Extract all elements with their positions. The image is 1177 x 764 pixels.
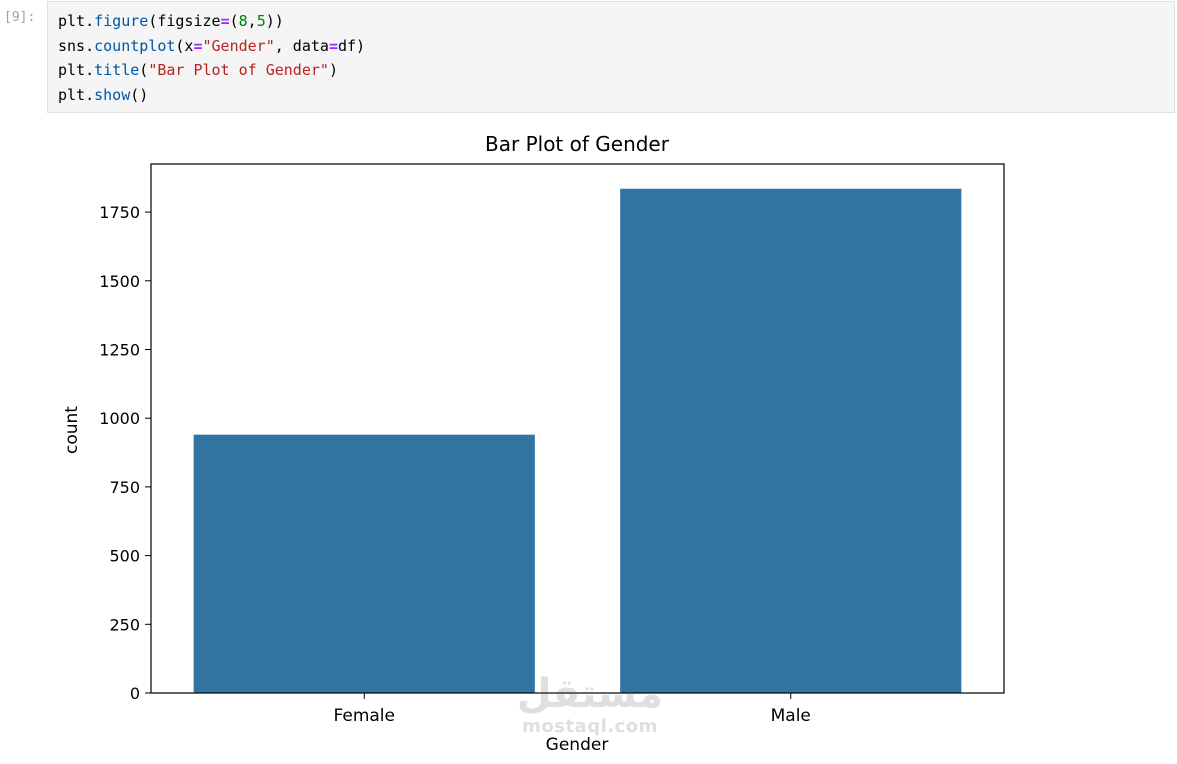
y-tick-label: 1500 — [99, 272, 140, 291]
bar-chart: Bar Plot of Gender 0 250 500 750 1000 1250 150… — [62, 132, 1005, 755]
code-cell[interactable]: plt.figure(figsize=(8,5)) sns.countplot(… — [47, 1, 1175, 113]
y-tick-label: 500 — [109, 547, 140, 566]
cell-prompt: [9]: — [4, 10, 36, 25]
code-token: = — [328, 36, 338, 55]
code-token: countplot — [94, 36, 176, 55]
code-token: plt. — [58, 61, 95, 79]
code-token: 5 — [256, 12, 266, 30]
y-tick-label: 1750 — [99, 203, 140, 222]
code-token: ) — [328, 61, 338, 79]
code-token: (figsize — [148, 12, 221, 30]
x-tick-label: Female — [334, 706, 395, 726]
x-axis-label: Gender — [546, 735, 609, 755]
code-line: sns.countplot(x="Gender", data=df) — [58, 37, 365, 55]
code-line: plt.title("Bar Plot of Gender") — [58, 61, 338, 79]
code-token: )) — [265, 12, 284, 30]
y-tick-label: 250 — [109, 615, 140, 634]
chart-title: Bar Plot of Gender — [485, 132, 670, 156]
code-line: plt.figure(figsize=(8,5)) — [58, 12, 284, 30]
code-editor[interactable]: plt.figure(figsize=(8,5)) sns.countplot(… — [58, 9, 365, 107]
code-token: = — [220, 12, 230, 30]
code-token: sns. — [58, 36, 95, 55]
code-token: plt. — [58, 85, 95, 104]
bar-male — [620, 188, 962, 693]
y-tick-label: 0 — [130, 684, 140, 703]
code-token: plt. — [58, 12, 95, 30]
y-axis-label: count — [62, 406, 82, 454]
plot-area: 0 250 500 750 1000 1250 1500 1750 Female Male — [99, 163, 1005, 726]
y-tick-label: 750 — [109, 478, 140, 497]
y-tick-label: 1250 — [99, 340, 140, 359]
code-token: (x — [175, 36, 194, 55]
code-token: figure — [94, 12, 149, 30]
code-token: df) — [337, 36, 366, 55]
cell-output: Bar Plot of Gender 0 250 500 750 1000 1250 150… — [47, 114, 1177, 760]
bar-female — [193, 434, 535, 693]
code-token: "Gender" — [202, 36, 275, 55]
plot-frame — [150, 163, 1005, 694]
code-line: plt.show() — [58, 86, 148, 104]
code-token: ( — [139, 61, 149, 79]
y-tick-label: 1000 — [99, 409, 140, 428]
code-token: , — [247, 12, 257, 30]
code-token: , data — [274, 36, 329, 55]
code-token: "Bar Plot of Gender" — [148, 61, 329, 79]
x-tick-label: Male — [771, 706, 811, 726]
code-token: ( — [229, 12, 239, 30]
code-token: = — [193, 36, 203, 55]
code-token: title — [94, 61, 140, 79]
code-token: show — [94, 85, 131, 104]
code-token: 8 — [238, 12, 248, 30]
code-token: () — [130, 85, 149, 104]
